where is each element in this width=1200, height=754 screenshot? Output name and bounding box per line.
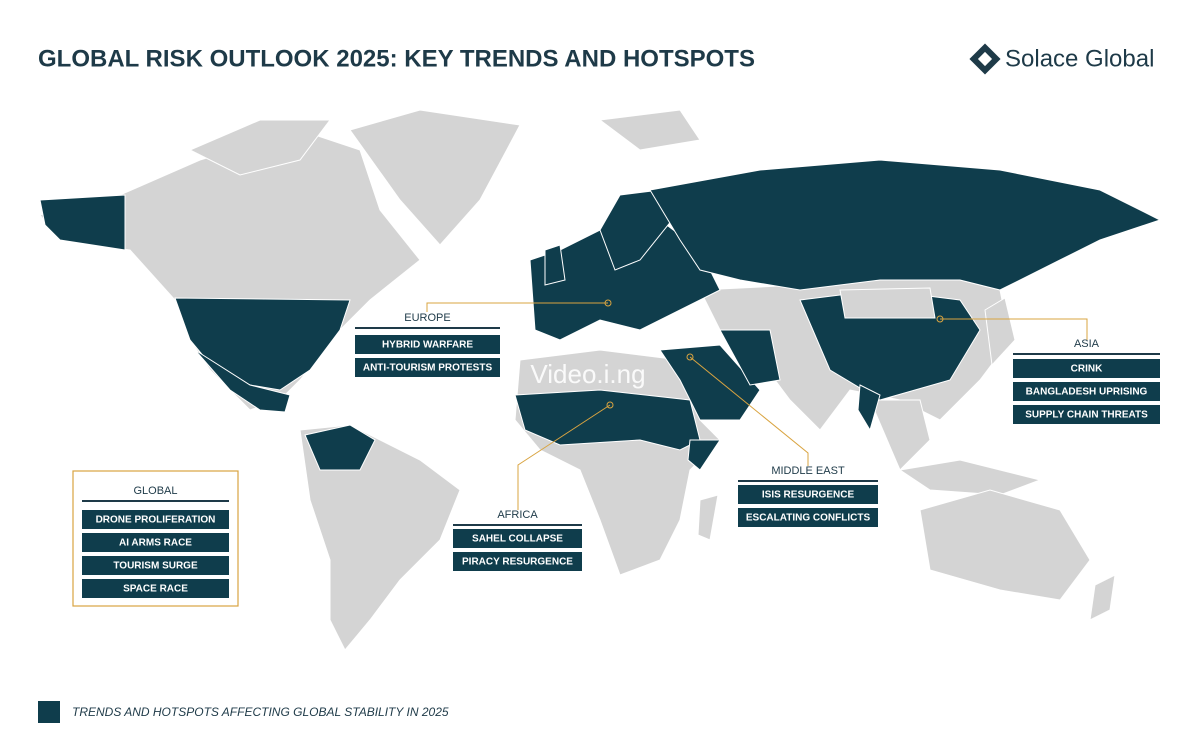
trend-tag	[738, 508, 878, 527]
connector-line	[426, 302, 608, 312]
hotspot	[514, 389, 701, 451]
landmass	[984, 297, 1016, 367]
trend-label: ESCALATING CONFLICTS	[746, 513, 871, 524]
landmass	[697, 494, 719, 541]
landmass	[349, 109, 521, 246]
trend-label: AI ARMS RACE	[119, 538, 192, 549]
trend-tag	[453, 552, 582, 571]
legend-swatch	[38, 701, 60, 723]
connector-dot	[606, 401, 614, 409]
connector-line	[689, 356, 809, 466]
trend-tag	[1013, 359, 1160, 378]
page-title: GLOBAL RISK OUTLOOK 2025: KEY TRENDS AND…	[38, 45, 755, 72]
trend-label: CRINK	[1071, 364, 1103, 375]
hotspot	[304, 424, 376, 471]
trend-tag	[355, 358, 500, 377]
trend-tag	[738, 485, 878, 504]
connectors	[426, 299, 1088, 510]
connector-dot	[604, 299, 612, 307]
trend-label: PIRACY RESURGENCE	[462, 557, 573, 568]
trend-label: BANGLADESH UPRISING	[1026, 387, 1148, 398]
landmass	[898, 459, 1042, 496]
trend-tag	[82, 510, 229, 529]
trend-label: SAHEL COLLAPSE	[472, 534, 563, 545]
trend-tag	[82, 579, 229, 598]
hotspot	[857, 384, 881, 432]
hotspot	[529, 219, 721, 341]
trend-label: SPACE RACE	[123, 584, 188, 595]
connector-dot	[686, 353, 694, 361]
region-title: EUROPE	[404, 312, 450, 324]
connector-line	[940, 318, 1088, 340]
trend-tag	[355, 335, 500, 354]
watermark: Video.i.ng	[530, 359, 645, 389]
region-title: ASIA	[1074, 338, 1100, 350]
trend-label: ANTI-TOURISM PROTESTS	[363, 363, 493, 374]
landmass	[839, 287, 936, 319]
logo-mark-inner	[977, 51, 993, 67]
hotspot	[544, 244, 566, 286]
callouts: EUROPE HYBRID WARFARE ANTI-TOURISM PROTEST…	[82, 312, 1160, 598]
region-title: AFRICA	[497, 509, 538, 521]
trend-tag	[82, 533, 229, 552]
connector-line	[517, 404, 611, 510]
hotspot	[194, 349, 291, 413]
landmass	[1089, 574, 1116, 621]
trend-label: SUPPLY CHAIN THREATS	[1025, 410, 1148, 421]
trend-label: DRONE PROLIFERATION	[96, 515, 216, 526]
trend-tag	[1013, 405, 1160, 424]
world-map	[39, 109, 1162, 651]
landmass	[598, 109, 701, 151]
landmass	[919, 489, 1091, 601]
hotspot	[39, 194, 126, 251]
legend-label: TRENDS AND HOTSPOTS AFFECTING GLOBAL STA…	[72, 705, 449, 719]
trend-tag	[453, 529, 582, 548]
landmass	[188, 119, 331, 176]
hotspot	[649, 159, 1162, 291]
landmass	[299, 424, 461, 651]
hotspot	[719, 329, 781, 386]
trend-tag	[1013, 382, 1160, 401]
connector-dot	[936, 315, 944, 323]
region-title: MIDDLE EAST	[771, 465, 845, 477]
trend-label: TOURISM SURGE	[113, 561, 198, 572]
landmass	[869, 399, 931, 471]
brand-name: Solace Global	[1005, 45, 1154, 72]
trend-tag	[82, 556, 229, 575]
trend-label: ISIS RESURGENCE	[762, 490, 855, 501]
hotspot	[687, 439, 721, 471]
region-title: GLOBAL	[133, 485, 177, 497]
trend-label: HYBRID WARFARE	[382, 340, 473, 351]
hotspot	[659, 344, 761, 421]
